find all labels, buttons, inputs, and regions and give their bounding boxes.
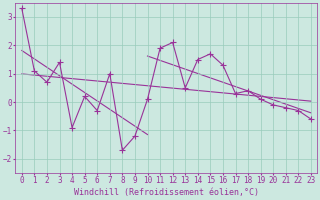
X-axis label: Windchill (Refroidissement éolien,°C): Windchill (Refroidissement éolien,°C): [74, 188, 259, 197]
